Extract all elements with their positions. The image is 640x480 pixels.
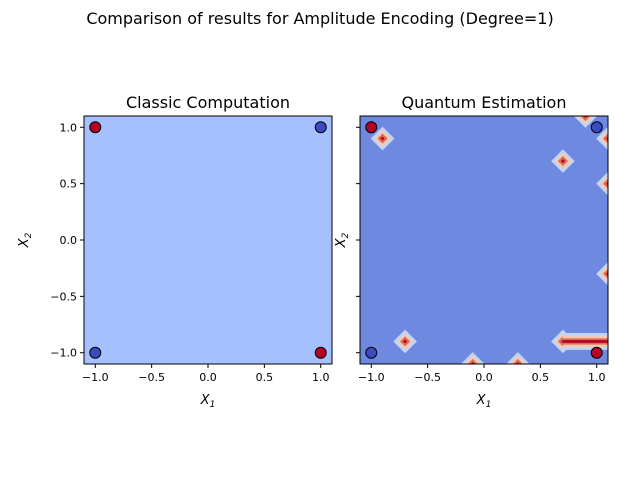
classic-ylabel: X2	[17, 232, 34, 248]
classic-point-2	[89, 346, 102, 359]
classic-ytick-label-4: 1.0	[60, 121, 78, 134]
classic-xtick-label-0: −1.0	[82, 371, 109, 384]
classic-point-0	[89, 121, 102, 134]
hotspot-7	[460, 352, 485, 364]
hotspot-6	[393, 329, 417, 354]
ridge	[562, 333, 608, 350]
classic-xlabel: X1	[200, 393, 216, 410]
quantum-ylabel: X2	[334, 232, 351, 248]
quantum-xlabel: X1	[476, 393, 492, 410]
hotspot-4	[596, 171, 608, 196]
quantum-xtick-label-0: −1.0	[358, 371, 385, 384]
hotspot-8	[505, 352, 530, 364]
quantum-xtick-label-1: −0.5	[414, 371, 441, 384]
hotspot-2	[596, 126, 608, 151]
quantum-xtick-label-2: 0.0	[475, 371, 493, 384]
quantum-panel: Quantum Estimation −1.0 −0.5 0.0 0.5 1.0 X1 …	[334, 93, 609, 410]
classic-panel: Classic Computation −1.0 −0.5 0.0 0.5 1.0 −1…	[17, 93, 333, 410]
quantum-point-1	[590, 121, 603, 134]
classic-point-3	[314, 346, 327, 359]
classic-ytick-label-0: −1.0	[50, 347, 77, 360]
hotspot-3	[551, 149, 575, 173]
quantum-background	[360, 116, 608, 364]
hotspot-0	[370, 126, 395, 151]
classic-xtick-label-2: 0.0	[199, 371, 217, 384]
classic-xtick-label-3: 0.5	[256, 371, 274, 384]
quantum-xtick-label-3: 0.5	[532, 371, 550, 384]
hotspot-5	[596, 261, 608, 286]
quantum-xtick-label-4: 1.0	[588, 371, 606, 384]
quantum-point-3	[590, 346, 603, 359]
classic-xtick-label-1: −0.5	[138, 371, 165, 384]
figure-suptitle: Comparison of results for Amplitude Enco…	[86, 9, 553, 28]
classic-xtick-label-4: 1.0	[312, 371, 330, 384]
quantum-point-2	[365, 346, 378, 359]
classic-ytick-label-3: 0.5	[60, 178, 78, 191]
classic-title: Classic Computation	[126, 93, 290, 112]
quantum-point-0	[365, 121, 378, 134]
classic-background	[84, 116, 332, 364]
classic-ytick-label-1: −0.5	[50, 290, 77, 303]
classic-point-1	[314, 121, 327, 134]
hotspot-1	[573, 116, 598, 128]
quantum-title: Quantum Estimation	[402, 93, 567, 112]
classic-ytick-label-2: 0.0	[60, 234, 78, 247]
